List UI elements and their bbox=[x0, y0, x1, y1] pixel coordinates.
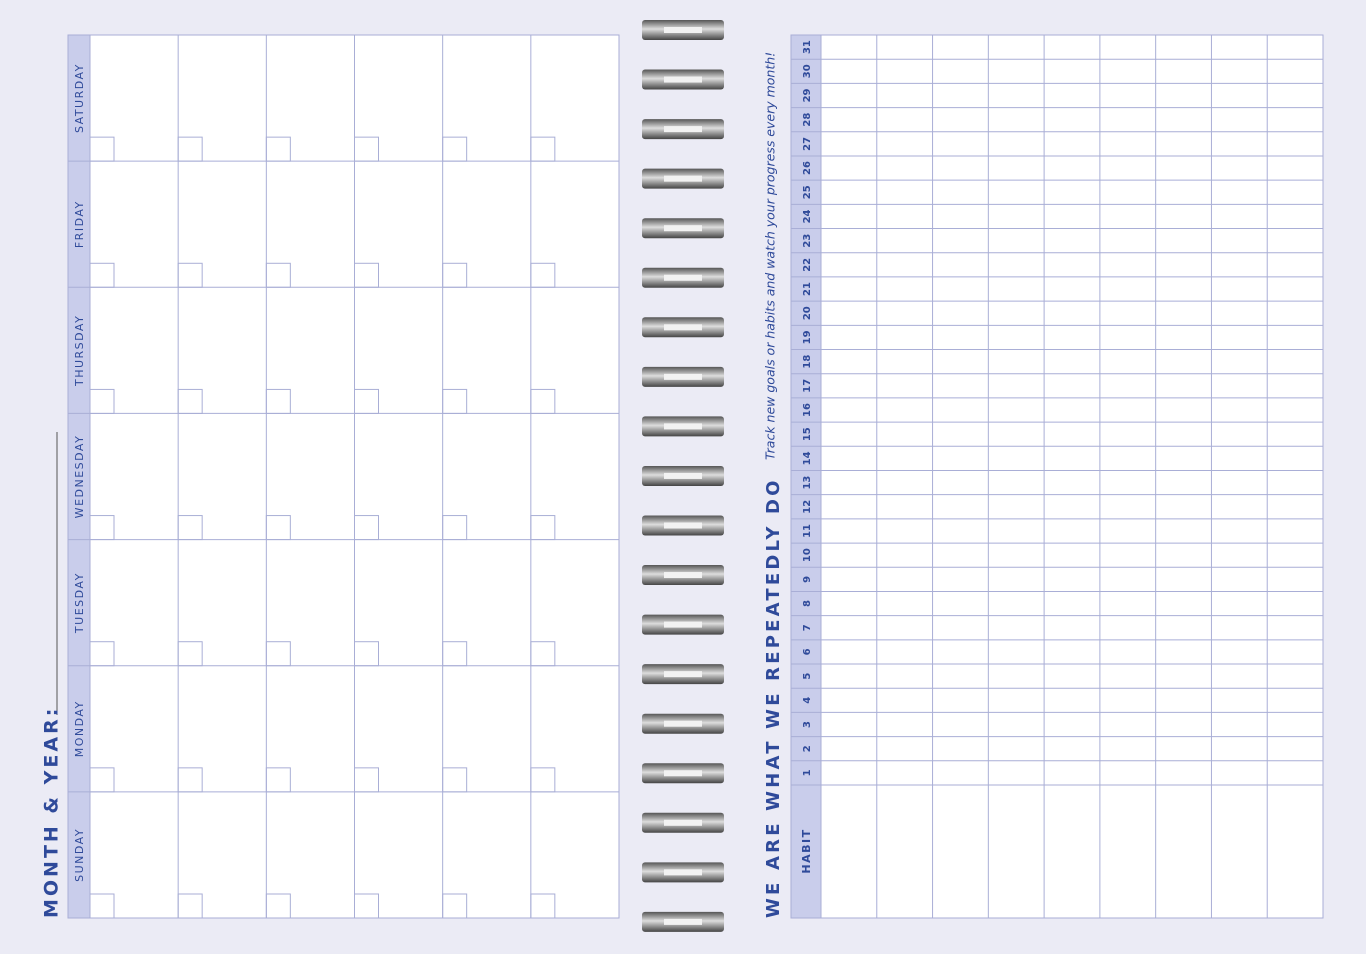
spiral-hole bbox=[664, 472, 702, 479]
day-label: TUESDAY bbox=[73, 572, 86, 634]
day-number: 25 bbox=[802, 185, 813, 199]
day-label: WEDNESDAY bbox=[73, 435, 86, 519]
calendar-title: MONTH & YEAR: bbox=[41, 706, 63, 918]
day-number: 9 bbox=[802, 576, 813, 583]
day-number: 10 bbox=[802, 548, 813, 562]
spiral-hole bbox=[664, 572, 702, 579]
day-column bbox=[68, 35, 90, 918]
day-number: 2 bbox=[802, 745, 813, 752]
day-label: FRIDAY bbox=[73, 200, 86, 248]
day-number: 12 bbox=[802, 500, 813, 514]
spiral-hole bbox=[664, 621, 702, 628]
day-number: 4 bbox=[802, 697, 813, 704]
day-label: MONDAY bbox=[73, 700, 86, 757]
spiral-hole bbox=[664, 373, 702, 380]
spiral-hole bbox=[664, 671, 702, 678]
day-number: 24 bbox=[802, 209, 813, 223]
day-number: 21 bbox=[802, 282, 813, 296]
spiral-hole bbox=[664, 324, 702, 331]
day-number: 23 bbox=[802, 234, 813, 248]
spiral-hole bbox=[664, 819, 702, 826]
day-number: 27 bbox=[802, 137, 813, 151]
calendar-sheet bbox=[68, 35, 619, 918]
spiral-hole bbox=[664, 720, 702, 727]
day-number: 3 bbox=[802, 721, 813, 728]
day-number: 1 bbox=[802, 769, 813, 776]
day-number: 5 bbox=[802, 673, 813, 680]
spiral-hole bbox=[664, 918, 702, 925]
day-number: 7 bbox=[802, 624, 813, 631]
day-number: 18 bbox=[802, 355, 813, 369]
day-number: 13 bbox=[802, 476, 813, 490]
calendar-border bbox=[67, 34, 620, 919]
day-number: 30 bbox=[802, 64, 813, 78]
day-number: 29 bbox=[802, 88, 813, 102]
tracker-border bbox=[790, 34, 1324, 919]
habit-label: HABIT bbox=[800, 828, 813, 873]
day-label: SUNDAY bbox=[73, 828, 86, 882]
day-number: 11 bbox=[802, 524, 813, 538]
tracker-subtitle: Track new goals or habits and watch your… bbox=[763, 52, 778, 460]
day-number: 31 bbox=[802, 40, 813, 54]
tracker-title: WE ARE WHAT WE REPEATEDLY DO bbox=[763, 477, 784, 918]
day-number: 22 bbox=[802, 258, 813, 272]
spiral-hole bbox=[664, 869, 702, 876]
day-number: 14 bbox=[802, 451, 813, 465]
tracker-sheet bbox=[791, 35, 1323, 918]
day-number: 6 bbox=[802, 648, 813, 655]
spiral-hole bbox=[664, 770, 702, 777]
spiral-hole bbox=[664, 522, 702, 529]
spiral-hole bbox=[664, 126, 702, 133]
spiral-hole bbox=[664, 175, 702, 182]
spiral-hole bbox=[664, 274, 702, 281]
spiral-hole bbox=[664, 76, 702, 83]
day-number: 19 bbox=[802, 330, 813, 344]
day-number: 17 bbox=[802, 379, 813, 393]
spiral-hole bbox=[664, 423, 702, 430]
spiral-hole bbox=[664, 225, 702, 232]
day-label: SATURDAY bbox=[73, 63, 86, 133]
spiral-hole bbox=[664, 27, 702, 33]
day-number: 15 bbox=[802, 427, 813, 441]
day-number: 26 bbox=[802, 161, 813, 175]
day-number: 8 bbox=[802, 600, 813, 607]
day-number: 28 bbox=[802, 113, 813, 127]
number-column bbox=[791, 35, 821, 918]
day-label: THURSDAY bbox=[73, 315, 86, 387]
day-number: 20 bbox=[802, 306, 813, 320]
day-number: 16 bbox=[802, 403, 813, 417]
